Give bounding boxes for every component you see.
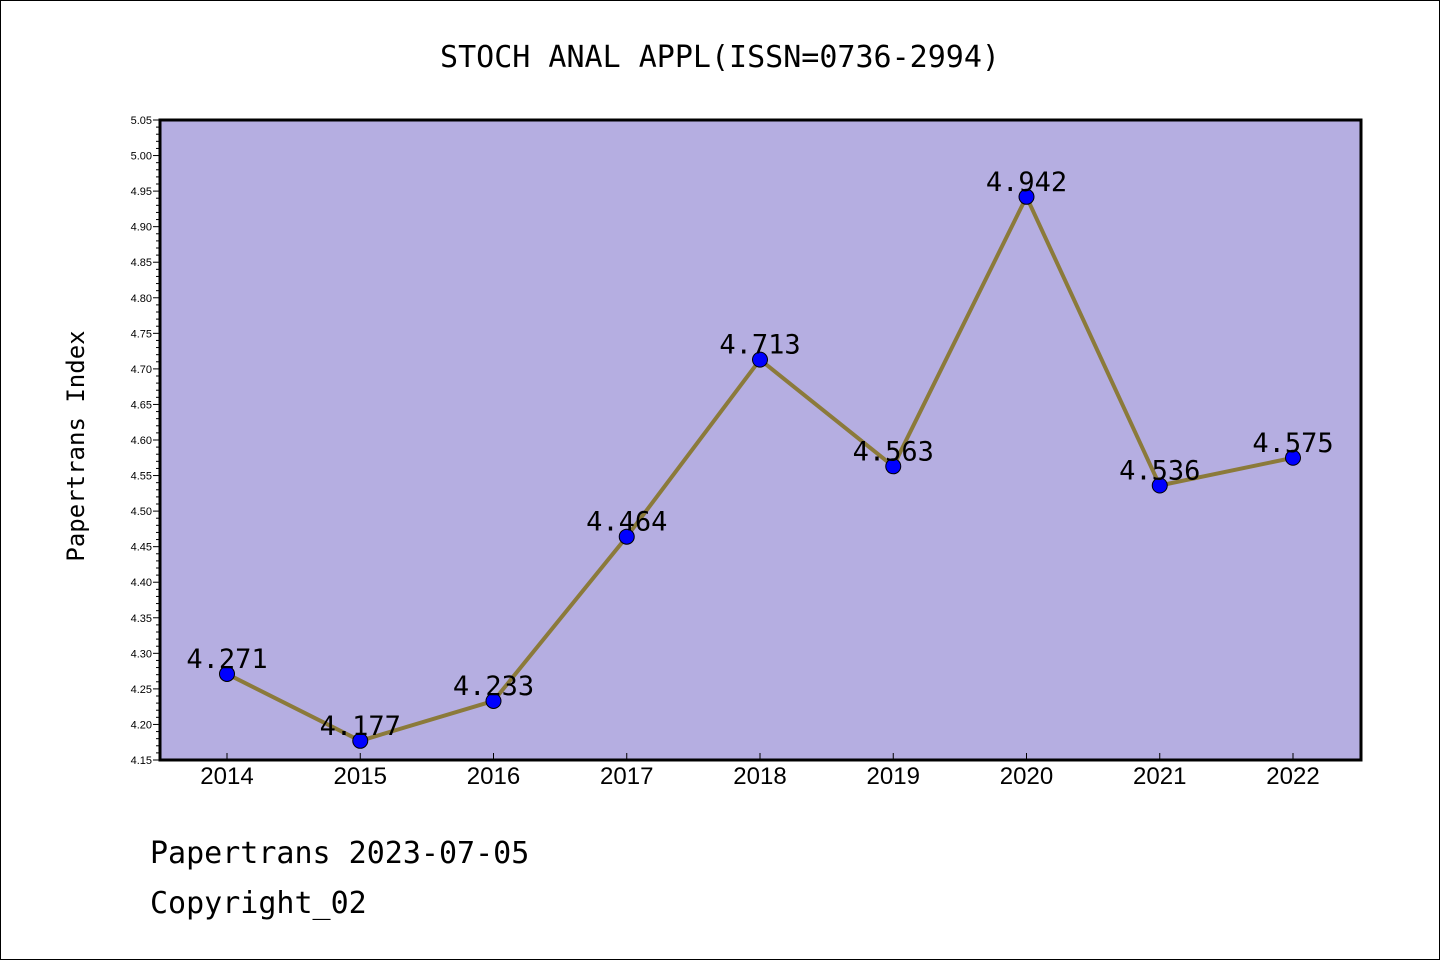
y-tick-label: 4.75	[131, 328, 152, 340]
footer-date: Papertrans 2023-07-05	[150, 836, 530, 871]
y-tick-label: 4.80	[131, 293, 152, 305]
data-label: 4.942	[986, 167, 1067, 198]
data-label: 4.271	[186, 644, 267, 675]
footer-copyright: Copyright_02	[150, 886, 367, 921]
y-tick-label: 4.50	[131, 506, 152, 518]
data-point-marker	[1285, 449, 1301, 466]
x-tick-label: 2020	[1000, 763, 1053, 790]
y-tick-label: 4.85	[131, 257, 152, 269]
y-tick-label: 4.95	[131, 186, 152, 198]
data-label: 4.713	[719, 330, 800, 361]
data-point-marker	[352, 732, 369, 749]
data-label: 4.536	[1119, 456, 1200, 487]
y-tick-label: 4.30	[131, 648, 152, 660]
y-tick-label: 4.45	[131, 542, 152, 554]
y-tick-label: 4.35	[131, 613, 152, 625]
x-tick-label: 2022	[1266, 763, 1319, 790]
x-tick-label: 2016	[467, 763, 520, 790]
x-tick-label: 2014	[200, 763, 253, 790]
plot-area	[160, 120, 1361, 760]
y-axis-label: Papertrans Index	[62, 330, 90, 561]
y-tick-label: 4.70	[131, 364, 152, 376]
series-line-group: 4.271 4.177 4.233 4.464 4.713 4.563 4.942 4.536…	[186, 167, 1334, 749]
data-point-marker	[219, 665, 235, 682]
y-tick-label: 5.05	[131, 115, 152, 127]
y-tick-label: 4.90	[131, 222, 152, 234]
y-tick-label: 4.20	[131, 719, 152, 731]
x-tick-label: 2019	[867, 763, 920, 790]
y-tick-label: 4.60	[131, 435, 152, 447]
data-label: 4.575	[1252, 428, 1333, 459]
y-tick-label: 4.65	[131, 399, 152, 411]
data-point-marker	[1151, 477, 1168, 494]
data-point-marker	[485, 692, 502, 709]
data-label: 4.464	[586, 507, 667, 538]
x-tick-label: 2018	[733, 763, 786, 790]
x-tick-label: 2015	[334, 763, 387, 790]
data-label: 4.177	[320, 711, 401, 742]
x-tick-label: 2021	[1133, 763, 1186, 790]
x-axis: 2014 2015 2016 2017 2018 2019 2020 2021 2022	[200, 753, 1320, 790]
y-tick-label: 5.00	[131, 151, 152, 163]
data-point-marker	[618, 528, 635, 545]
y-tick-label: 4.40	[131, 577, 152, 589]
data-label: 4.233	[453, 671, 534, 702]
data-point-marker	[1018, 188, 1035, 205]
y-tick-label: 4.15	[131, 755, 152, 767]
plot-border	[158, 118, 1363, 762]
data-point-marker	[885, 458, 902, 475]
data-label: 4.563	[853, 436, 934, 467]
x-tick-label: 2017	[600, 763, 653, 790]
data-point-marker	[752, 351, 768, 368]
chart-title: STOCH ANAL APPL(ISSN=0736-2994)	[440, 40, 1000, 75]
y-tick-label: 4.25	[131, 684, 152, 696]
y-axis: 4.15 4.20 4.25 4.30 4.35 4.40 4.45 4.50 4.55 4.60…	[131, 115, 160, 767]
y-tick-label: 4.55	[131, 471, 152, 483]
